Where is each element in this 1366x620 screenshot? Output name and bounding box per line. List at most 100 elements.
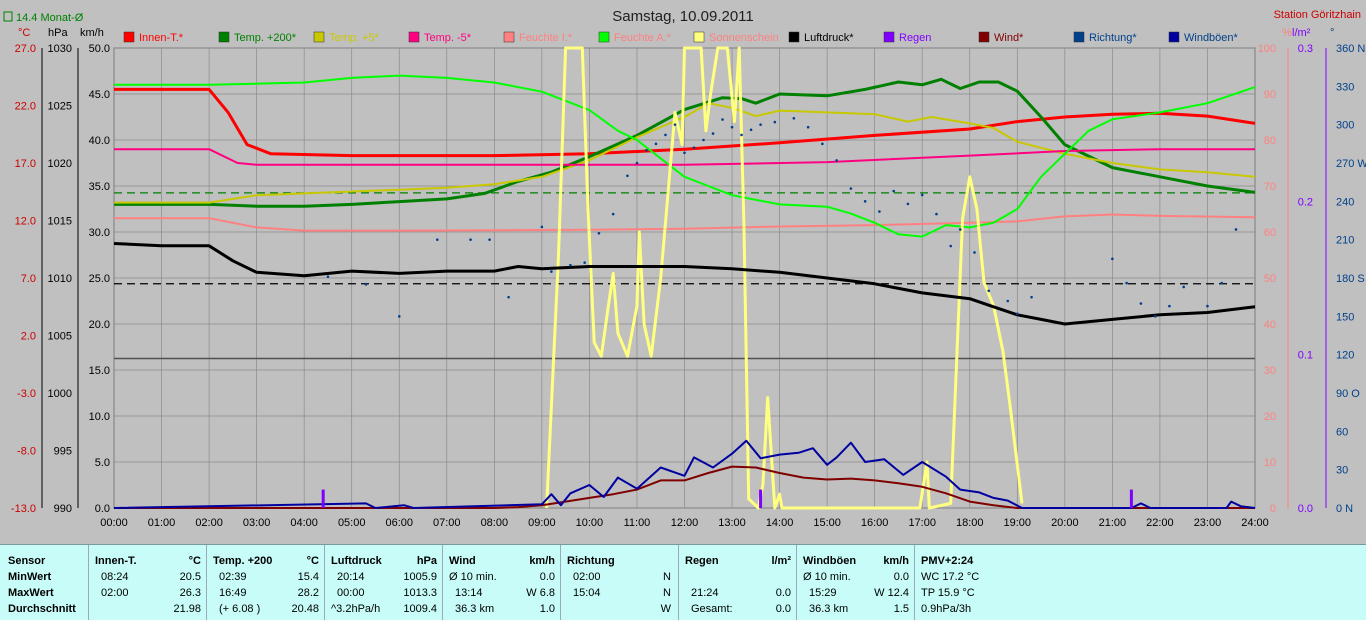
cell-time: Ø 10 min. [803, 571, 851, 583]
richtung-point [892, 189, 895, 193]
axes: 27.022.017.012.07.02.0-3.0-8.0-13.010301… [11, 43, 1366, 529]
series-innen-t [114, 87, 1256, 158]
direction-tick-label: 60 [1336, 426, 1348, 438]
x-tick-label: 17:00 [908, 517, 936, 529]
richtung-point [1206, 304, 1209, 308]
percent-tick-label: 80 [1264, 135, 1276, 147]
richtung-point [835, 159, 838, 162]
section-unit: hPa [416, 555, 437, 567]
series-wind [114, 465, 1255, 509]
legend-label: Temp. -5* [424, 32, 472, 44]
percent-tick-label: 40 [1264, 319, 1276, 331]
cell-value: WC 17.2 °C [921, 571, 980, 583]
legend-swatch [218, 31, 230, 43]
cell-value: W [660, 603, 671, 615]
cell-value: W 6.8 [526, 587, 555, 599]
x-tick-label: 22:00 [1146, 517, 1174, 529]
reference-lines [114, 192, 1255, 360]
pressure-tick-label: 1000 [48, 388, 72, 400]
percent-tick-label: 50 [1264, 273, 1276, 285]
section-unit: l/m² [771, 555, 791, 567]
legend-swatch [123, 31, 135, 43]
pressure-tick-label: 1010 [48, 273, 72, 285]
cell-time: 15:29 [809, 587, 837, 599]
section-unit: °C [306, 555, 319, 567]
legend-label: Innen-T.* [139, 32, 184, 44]
richtung-point [1125, 281, 1128, 285]
cell-note: 36.3 km [809, 603, 849, 615]
row-label-max: MaxWert [8, 587, 54, 599]
cell-note: 36.3 km [455, 603, 495, 615]
richtung-point [692, 146, 696, 149]
section-temp200: Temp. +200 °C 02:39 15.4 16:49 28.2 (+ 6… [206, 545, 325, 620]
header: 14.4 Monat-Ø Samstag, 10.09.2011 Station… [3, 8, 1361, 39]
radiation-unit-label: l/m² [1292, 27, 1311, 39]
richtung-point [702, 138, 705, 142]
direction-tick-label: 300 [1336, 120, 1354, 132]
cell-value: TP 15.9 °C [921, 587, 975, 599]
richtung-point [949, 244, 953, 248]
temp-tick-label: 27.0 [15, 43, 36, 55]
legend-swatch [598, 31, 610, 43]
cell-value: 1005.9 [403, 571, 437, 583]
cell-time: 20:14 [337, 571, 365, 583]
cell-value: 28.2 [297, 587, 319, 599]
richtung-point [569, 263, 572, 267]
cell-value: 0.0 [539, 571, 555, 583]
temp-tick-label: -8.0 [17, 446, 36, 458]
cell-value: 15.4 [297, 571, 319, 583]
legend-swatch [883, 31, 895, 43]
cell-value: 1.0 [539, 603, 555, 615]
x-tick-label: 15:00 [813, 517, 841, 529]
richtung-point [435, 238, 439, 241]
series-luftdruck [113, 242, 1256, 326]
cell-value: N [663, 587, 671, 599]
cell-value: 26.3 [179, 587, 201, 599]
richtung-point [935, 212, 938, 216]
radiation-tick-label: 0.3 [1298, 43, 1313, 55]
direction-tick-label: 330 [1336, 81, 1354, 93]
section-unit: km/h [883, 555, 909, 567]
section-wind: Wind km/h Ø 10 min. 0.0 13:14 W 6.8 36.3… [442, 545, 561, 620]
richtung-point [654, 142, 658, 146]
cell-time: 16:49 [219, 587, 247, 599]
cell-value: 0.9hPa/3h [921, 603, 972, 615]
richtung-point [597, 231, 601, 235]
richtung-point [773, 120, 777, 124]
richtung-point [1006, 299, 1010, 303]
richtung-point [1153, 315, 1157, 318]
legend-label: Temp. +200* [234, 32, 297, 44]
direction-tick-label: 120 [1336, 350, 1354, 362]
x-tick-label: 23:00 [1194, 517, 1222, 529]
x-tick-label: 14:00 [766, 517, 794, 529]
x-tick-label: 24:00 [1241, 517, 1269, 529]
section-title: Windböen [803, 555, 857, 567]
richtung-point [326, 275, 330, 279]
legend-label: Regen [899, 32, 931, 44]
speed-tick-label: 15.0 [89, 365, 110, 377]
legend-label: Windböen* [1184, 32, 1239, 44]
legend-label: Luftdruck* [804, 32, 854, 44]
percent-tick-label: 60 [1264, 227, 1276, 239]
x-tick-label: 00:00 [100, 517, 128, 529]
richtung-point [550, 270, 553, 273]
richtung-point [906, 202, 910, 206]
cell-time: 15:04 [573, 587, 601, 599]
x-tick-label: 05:00 [338, 517, 366, 529]
speed-tick-label: 30.0 [89, 227, 110, 239]
section-pmv: PMV+2:24 WC 17.2 °C TP 15.9 °C 0.9hPa/3h [914, 545, 1035, 620]
richtung-point [626, 174, 629, 178]
speed-tick-label: 25.0 [89, 273, 110, 285]
cell-value: 20.48 [291, 603, 319, 615]
x-tick-label: 18:00 [956, 517, 984, 529]
legend-label: Richtung* [1089, 32, 1137, 44]
temp-tick-label: -3.0 [17, 388, 36, 400]
legend-label: Feuchte A.* [614, 32, 672, 44]
section-unit: km/h [529, 555, 555, 567]
regen-bar [759, 489, 763, 508]
legend-swatch [313, 31, 325, 43]
chart-title: Samstag, 10.09.2011 [612, 8, 754, 25]
cell-value: 20.5 [179, 571, 201, 583]
x-tick-label: 09:00 [528, 517, 556, 529]
direction-tick-label: 30 [1336, 465, 1348, 477]
